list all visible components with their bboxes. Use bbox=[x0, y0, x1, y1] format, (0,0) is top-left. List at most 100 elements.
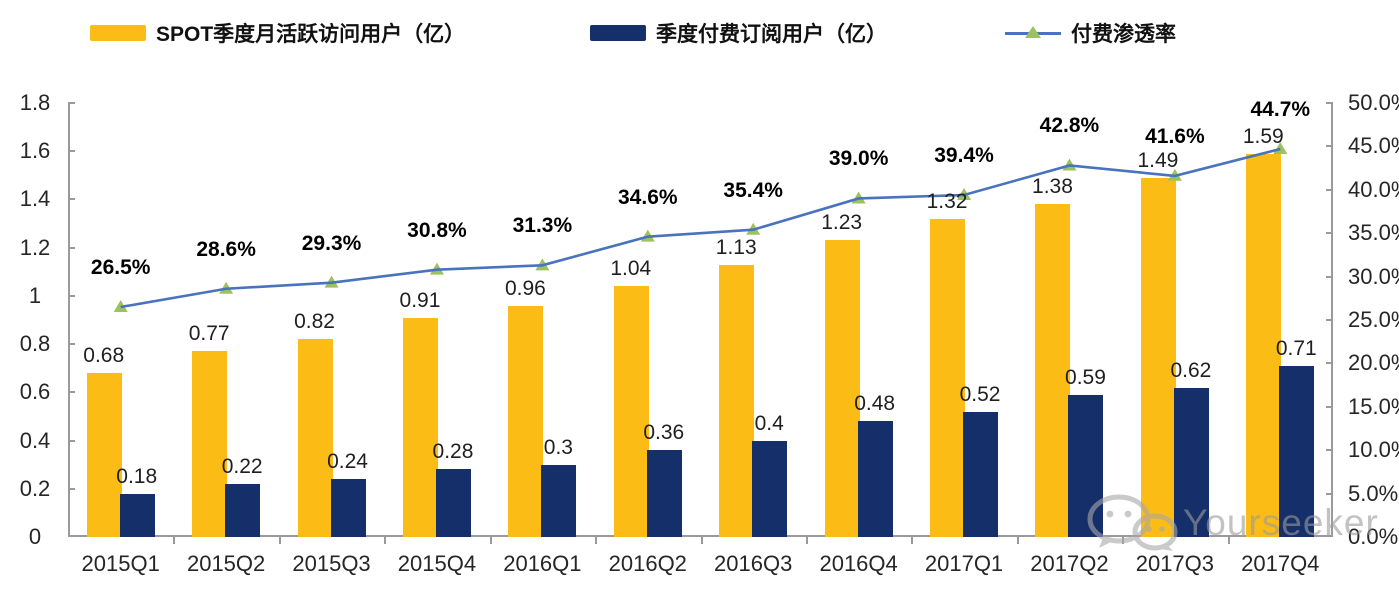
right-axis-tick-label: 20.0% bbox=[1348, 350, 1399, 376]
bar-subs bbox=[435, 469, 471, 537]
bar-label-subs: 0.48 bbox=[854, 392, 896, 416]
bar-mau bbox=[719, 264, 755, 537]
mau-legend-swatch bbox=[90, 25, 146, 41]
x-axis-label: 2016Q3 bbox=[714, 551, 793, 576]
x-axis-tick bbox=[595, 537, 598, 544]
bar-label-subs: 0.3 bbox=[543, 435, 573, 459]
bar-label-subs: 0.62 bbox=[1170, 358, 1212, 382]
legend-label-subs: 季度付费订阅用户（亿） bbox=[656, 23, 887, 46]
penetration-label: 28.6% bbox=[196, 237, 256, 261]
bar-subs bbox=[963, 411, 999, 537]
left-axis-tick-label: 0.6 bbox=[19, 379, 51, 405]
penetration-legend-marker bbox=[1005, 26, 1061, 39]
left-axis-tick bbox=[68, 391, 75, 394]
left-axis-tick-label: 0.2 bbox=[19, 475, 51, 501]
plot-area bbox=[68, 103, 1333, 537]
bar-mau bbox=[824, 240, 860, 537]
x-axis-tick bbox=[700, 537, 703, 544]
penetration-label: 31.3% bbox=[512, 214, 573, 238]
penetration-label: 30.8% bbox=[407, 218, 467, 242]
penetration-label: 41.6% bbox=[1145, 124, 1205, 148]
subs-legend-swatch bbox=[590, 25, 646, 41]
left-axis-tick bbox=[68, 246, 75, 249]
bar-label-mau: 1.32 bbox=[926, 189, 968, 213]
x-axis-label: 2017Q1 bbox=[924, 551, 1004, 576]
bar-subs bbox=[1173, 387, 1209, 537]
penetration-label: 39.0% bbox=[828, 147, 889, 171]
left-axis-tick bbox=[68, 198, 75, 201]
wechat-icon bbox=[1087, 494, 1178, 551]
watermark-text: Yourseeker bbox=[1183, 502, 1379, 543]
bar-label-mau: 1.49 bbox=[1137, 148, 1179, 172]
bar-subs bbox=[646, 450, 682, 537]
bar-subs bbox=[1068, 394, 1104, 537]
x-axis-label: 2017Q3 bbox=[1135, 551, 1215, 576]
bar-label-mau: 0.82 bbox=[294, 310, 335, 334]
legend-label-penetration: 付费渗透率 bbox=[1071, 23, 1176, 46]
left-axis-tick bbox=[68, 150, 75, 153]
right-axis-tick-label: 40.0% bbox=[1348, 176, 1399, 202]
bar-label-subs: 0.28 bbox=[432, 440, 474, 464]
bar-label-mau: 1.13 bbox=[715, 235, 757, 259]
bar-label-subs: 0.24 bbox=[327, 450, 368, 474]
x-axis-label: 2017Q2 bbox=[1030, 551, 1109, 576]
bar-subs bbox=[330, 479, 366, 537]
right-axis-tick bbox=[1326, 188, 1333, 191]
penetration-label: 29.3% bbox=[301, 231, 362, 255]
x-axis-label: 2016Q1 bbox=[503, 551, 582, 576]
bar-label-subs: 0.52 bbox=[959, 382, 1001, 406]
bar-mau bbox=[297, 339, 333, 537]
right-axis-tick-label: 15.0% bbox=[1348, 393, 1399, 419]
left-axis-tick-label: 1.8 bbox=[19, 90, 51, 115]
bar-mau bbox=[613, 286, 649, 537]
x-axis-tick bbox=[911, 537, 914, 544]
x-axis-label: 2016Q2 bbox=[608, 551, 687, 576]
bar-label-mau: 1.38 bbox=[1032, 175, 1073, 199]
left-axis-tick-label: 0.4 bbox=[19, 427, 51, 453]
right-axis-tick bbox=[1326, 102, 1333, 104]
right-axis-tick bbox=[1326, 275, 1333, 278]
right-axis-tick bbox=[1326, 405, 1333, 408]
x-axis-tick bbox=[173, 537, 176, 544]
right-axis-tick bbox=[1326, 145, 1333, 148]
penetration-label: 44.7% bbox=[1250, 98, 1311, 121]
x-axis-label: 2015Q1 bbox=[81, 551, 160, 576]
right-axis-tick bbox=[1326, 492, 1333, 495]
watermark: Yourseeker bbox=[1083, 494, 1379, 552]
triangle-marker-icon bbox=[1025, 26, 1041, 39]
bar-mau bbox=[1140, 177, 1176, 537]
right-axis-tick-label: 30.0% bbox=[1348, 263, 1399, 289]
bar-subs bbox=[752, 440, 788, 537]
right-axis-tick-label: 50.0% bbox=[1348, 90, 1399, 115]
bar-label-subs: 0.18 bbox=[116, 464, 158, 488]
x-axis-tick bbox=[805, 537, 808, 544]
bar-label-subs: 0.36 bbox=[643, 421, 685, 445]
bar-subs bbox=[541, 464, 577, 537]
x-axis-tick bbox=[278, 537, 281, 544]
left-axis-tick-label: 0.8 bbox=[19, 331, 51, 357]
x-axis-label: 2015Q4 bbox=[397, 551, 477, 576]
left-axis-tick bbox=[68, 439, 75, 442]
bar-mau bbox=[1246, 153, 1282, 537]
right-axis-tick-label: 10.0% bbox=[1348, 437, 1399, 463]
bar-label-subs: 0.4 bbox=[754, 411, 784, 435]
x-axis-tick bbox=[1016, 537, 1019, 544]
x-axis-label: 2015Q3 bbox=[292, 551, 371, 576]
x-axis-label: 2016Q4 bbox=[819, 551, 898, 576]
right-axis-tick bbox=[1326, 319, 1333, 321]
bar-label-mau: 1.59 bbox=[1242, 124, 1284, 148]
legend-label-mau: SPOT季度月活跃访问用户（亿） bbox=[156, 23, 466, 46]
left-axis-tick-label: 0 bbox=[28, 524, 42, 549]
penetration-label: 26.5% bbox=[90, 255, 151, 279]
left-axis-tick-label: 1.4 bbox=[19, 186, 51, 212]
penetration-label: 42.8% bbox=[1039, 114, 1100, 138]
x-axis-tick bbox=[1227, 537, 1230, 544]
right-axis-tick bbox=[1326, 362, 1333, 365]
bar-mau bbox=[1035, 204, 1071, 537]
right-axis-tick-label: 0.0% bbox=[1348, 524, 1399, 549]
x-axis-tick bbox=[489, 537, 492, 544]
penetration-label: 34.6% bbox=[618, 185, 678, 209]
bar-mau bbox=[508, 305, 544, 537]
left-axis-tick bbox=[68, 343, 75, 346]
